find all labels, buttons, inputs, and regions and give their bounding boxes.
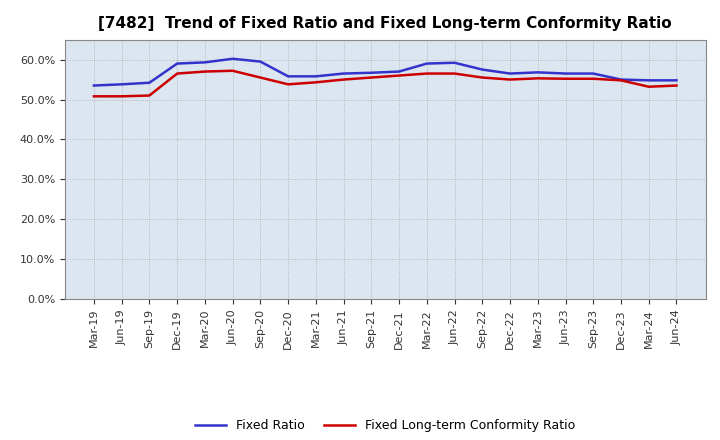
Fixed Ratio: [589, 71, 598, 76]
Fixed Ratio: [395, 69, 403, 74]
Fixed Long-term Conformity Ratio: [145, 93, 154, 98]
Fixed Ratio: [616, 77, 625, 82]
Fixed Ratio: [89, 83, 98, 88]
Fixed Long-term Conformity Ratio: [228, 68, 237, 73]
Fixed Long-term Conformity Ratio: [534, 76, 542, 81]
Fixed Long-term Conformity Ratio: [561, 76, 570, 81]
Fixed Long-term Conformity Ratio: [173, 71, 181, 76]
Fixed Ratio: [367, 70, 376, 75]
Fixed Long-term Conformity Ratio: [450, 71, 459, 76]
Fixed Long-term Conformity Ratio: [339, 77, 348, 82]
Fixed Long-term Conformity Ratio: [589, 76, 598, 81]
Legend: Fixed Ratio, Fixed Long-term Conformity Ratio: Fixed Ratio, Fixed Long-term Conformity …: [190, 414, 580, 437]
Fixed Long-term Conformity Ratio: [505, 77, 514, 82]
Fixed Long-term Conformity Ratio: [423, 71, 431, 76]
Fixed Ratio: [339, 71, 348, 76]
Fixed Ratio: [534, 70, 542, 75]
Fixed Ratio: [256, 59, 265, 64]
Fixed Ratio: [423, 61, 431, 66]
Fixed Ratio: [173, 61, 181, 66]
Fixed Long-term Conformity Ratio: [616, 78, 625, 83]
Fixed Ratio: [450, 60, 459, 66]
Fixed Ratio: [644, 78, 653, 83]
Fixed Ratio: [672, 78, 681, 83]
Fixed Long-term Conformity Ratio: [201, 69, 210, 74]
Fixed Ratio: [201, 60, 210, 65]
Fixed Long-term Conformity Ratio: [395, 73, 403, 78]
Fixed Long-term Conformity Ratio: [284, 82, 292, 87]
Fixed Ratio: [505, 71, 514, 76]
Line: Fixed Ratio: Fixed Ratio: [94, 59, 677, 85]
Fixed Ratio: [312, 74, 320, 79]
Fixed Ratio: [284, 74, 292, 79]
Fixed Long-term Conformity Ratio: [117, 94, 126, 99]
Fixed Long-term Conformity Ratio: [312, 80, 320, 85]
Line: Fixed Long-term Conformity Ratio: Fixed Long-term Conformity Ratio: [94, 71, 677, 96]
Fixed Ratio: [228, 56, 237, 62]
Fixed Long-term Conformity Ratio: [256, 75, 265, 80]
Fixed Long-term Conformity Ratio: [89, 94, 98, 99]
Fixed Ratio: [145, 80, 154, 85]
Fixed Ratio: [117, 82, 126, 87]
Fixed Long-term Conformity Ratio: [672, 83, 681, 88]
Fixed Ratio: [478, 67, 487, 72]
Fixed Long-term Conformity Ratio: [478, 75, 487, 80]
Fixed Long-term Conformity Ratio: [644, 84, 653, 89]
Fixed Ratio: [561, 71, 570, 76]
Fixed Long-term Conformity Ratio: [367, 75, 376, 80]
Title: [7482]  Trend of Fixed Ratio and Fixed Long-term Conformity Ratio: [7482] Trend of Fixed Ratio and Fixed Lo…: [99, 16, 672, 32]
